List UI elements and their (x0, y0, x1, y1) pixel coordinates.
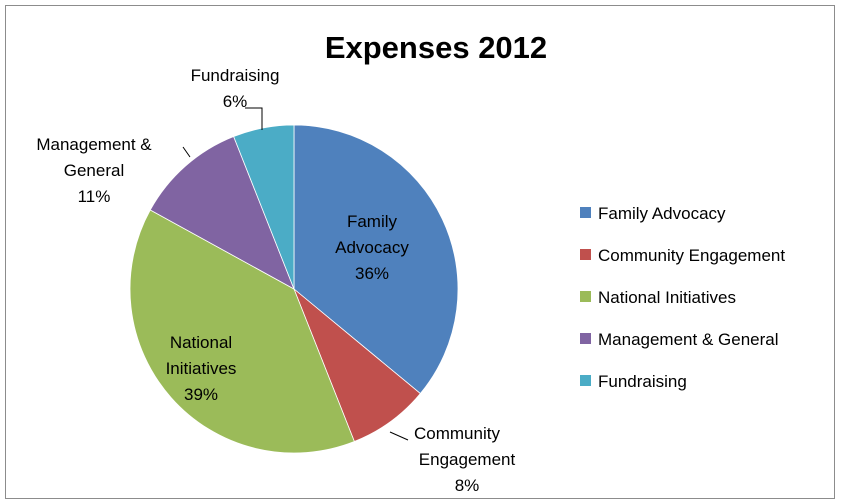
legend-label: Family Advocacy (598, 204, 726, 223)
legend-label: Fundraising (598, 372, 687, 391)
legend-item-family-advocacy: Family Advocacy (580, 204, 726, 223)
legend-label: Community Engagement (598, 246, 785, 265)
legend-swatch (580, 375, 591, 386)
legend-swatch (580, 291, 591, 302)
pie-slice-family-advocacy (293, 124, 459, 395)
legend-label: National Initiatives (598, 288, 736, 307)
slice-labels: Family Advocacy 36% Community Engagement 8% Na… (36, 66, 515, 495)
legend-swatch (580, 207, 591, 218)
legend: Family Advocacy Community Engagement Natio… (580, 204, 785, 391)
leader-line-community-engagement (389, 431, 409, 441)
legend-item-management-and-general: Management & General (580, 330, 779, 349)
slice-label-community-engagement: Community Engagement 8% (414, 424, 515, 495)
pie-slice-national-initiatives (129, 209, 355, 454)
pie-chart: Expenses 2012 Family Advocacy 36% Community… (36, 30, 785, 495)
leader-lines (182, 107, 409, 441)
legend-swatch (580, 249, 591, 260)
chart-frame: Expenses 2012 Family Advocacy 36% Community… (5, 5, 835, 499)
leader-line-management-and-general (182, 146, 191, 158)
slice-label-fundraising: Fundraising 6% (191, 66, 280, 111)
pie-slice-management-and-general (149, 135, 295, 290)
slice-label-management-and-general: Management & General 11% (36, 135, 152, 206)
pie-slice-fundraising (233, 124, 295, 290)
slice-label-national-initiatives: National Initiatives 39% (166, 333, 237, 404)
legend-item-community-engagement: Community Engagement (580, 246, 785, 265)
chart-title: Expenses 2012 (325, 30, 547, 65)
legend-item-national-initiatives: National Initiatives (580, 288, 736, 307)
pie-slices (129, 124, 459, 454)
slice-label-family-advocacy: Family Advocacy 36% (335, 212, 409, 283)
legend-swatch (580, 333, 591, 344)
leader-line-fundraising (245, 107, 263, 130)
legend-label: Management & General (598, 330, 779, 349)
legend-item-fundraising: Fundraising (580, 372, 687, 391)
